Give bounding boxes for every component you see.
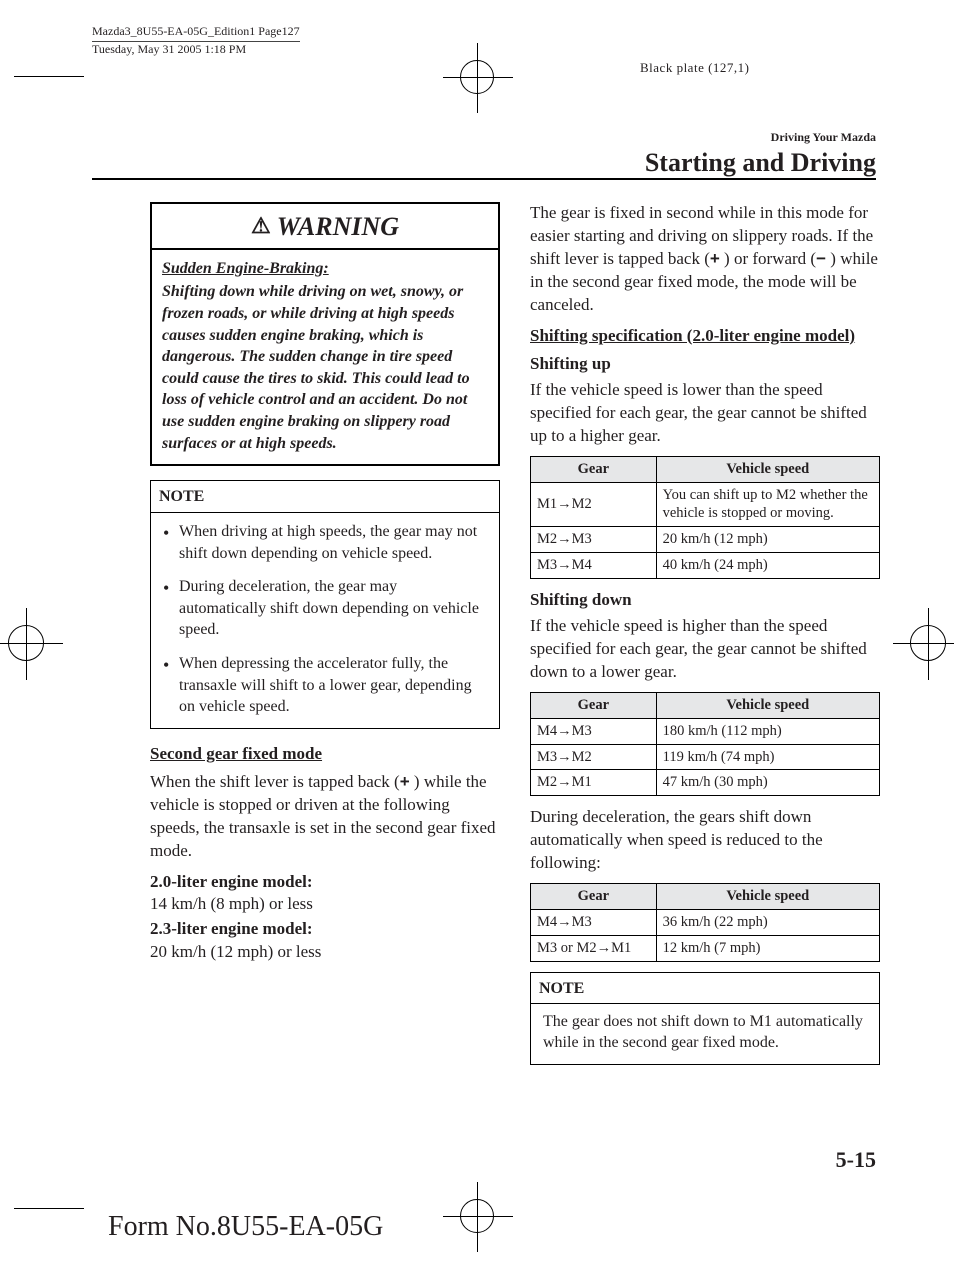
note-item: When depressing the accelerator fully, t…	[163, 653, 487, 718]
doc-date: Tuesday, May 31 2005 1:18 PM	[92, 42, 246, 56]
note-body: When driving at high speeds, the gear ma…	[151, 513, 499, 728]
decel-intro: During deceleration, the gears shift dow…	[530, 806, 880, 875]
table-header: Vehicle speed	[656, 692, 879, 718]
second-gear-heading: Second gear fixed mode	[150, 743, 500, 765]
table-header: Gear	[531, 884, 657, 910]
right-column: The gear is fixed in second while in thi…	[530, 202, 880, 1079]
table-header: Gear	[531, 456, 657, 482]
registration-mark-top	[460, 60, 494, 94]
table-row: M2→M320 km/h (12 mph)	[531, 527, 880, 553]
plus-icon: +	[710, 249, 720, 268]
table-header: Vehicle speed	[656, 456, 879, 482]
header-rule	[92, 178, 876, 180]
shift-up-heading: Shifting up	[530, 353, 880, 375]
doc-id: Mazda3_8U55-EA-05G_Edition1 Page127	[92, 24, 300, 42]
registration-mark-bottom	[460, 1199, 494, 1233]
note-item: During deceleration, the gear may automa…	[163, 576, 487, 641]
shift-down-intro: If the vehicle speed is higher than the …	[530, 615, 880, 684]
table-row: M2→M147 km/h (30 mph)	[531, 770, 880, 796]
engine-20-value: 14 km/h (8 mph) or less	[150, 893, 500, 916]
second-gear-intro: When the shift lever is tapped back (+ )…	[150, 771, 500, 863]
warning-text: Shifting down while driving on wet, snow…	[162, 283, 470, 451]
crop-mark	[14, 1208, 84, 1209]
plus-icon: +	[400, 772, 410, 791]
warning-body: Sudden Engine-Braking: Shifting down whi…	[152, 250, 498, 464]
section-name: Driving Your Mazda	[645, 130, 876, 146]
engine-23-value: 20 km/h (12 mph) or less	[150, 941, 500, 964]
registration-mark-right	[910, 625, 946, 661]
page-number: 5-15	[836, 1146, 876, 1175]
table-row: M3 or M2→M112 km/h (7 mph)	[531, 935, 880, 961]
form-number: Form No.8U55-EA-05G	[108, 1209, 383, 1245]
warning-label: WARNING	[277, 212, 399, 241]
shift-down-heading: Shifting down	[530, 589, 880, 611]
spec-heading: Shifting specification (2.0-liter engine…	[530, 325, 880, 347]
shift-up-table: GearVehicle speed M1→M2You can shift up …	[530, 456, 880, 579]
note-body: The gear does not shift down to M1 autom…	[531, 1004, 879, 1064]
table-row: M3→M440 km/h (24 mph)	[531, 553, 880, 579]
note-box-left: NOTE When driving at high speeds, the ge…	[150, 480, 500, 729]
crop-mark	[14, 76, 84, 77]
table-header: Vehicle speed	[656, 884, 879, 910]
header-meta: Mazda3_8U55-EA-05G_Edition1 Page127 Tues…	[92, 24, 300, 57]
table-row: M4→M3180 km/h (112 mph)	[531, 718, 880, 744]
table-row: M3→M2119 km/h (74 mph)	[531, 744, 880, 770]
note-title: NOTE	[151, 481, 499, 513]
warning-box: ⚠WARNING Sudden Engine-Braking: Shifting…	[150, 202, 500, 466]
warning-subtitle: Sudden Engine-Braking:	[162, 258, 488, 280]
engine-20-label: 2.0-liter engine model:	[150, 871, 500, 894]
running-head: Driving Your Mazda Starting and Driving	[645, 130, 876, 179]
minus-icon: −	[816, 249, 826, 268]
engine-23-label: 2.3-liter engine model:	[150, 918, 500, 941]
left-column: ⚠WARNING Sudden Engine-Braking: Shifting…	[150, 202, 500, 1079]
chapter-title: Starting and Driving	[645, 146, 876, 180]
warning-title: ⚠WARNING	[152, 204, 498, 250]
note-item: When driving at high speeds, the gear ma…	[163, 521, 487, 564]
registration-mark-left	[8, 625, 44, 661]
shift-up-intro: If the vehicle speed is lower than the s…	[530, 379, 880, 448]
shift-down-table: GearVehicle speed M4→M3180 km/h (112 mph…	[530, 692, 880, 796]
table-row: M4→M336 km/h (22 mph)	[531, 909, 880, 935]
note-title: NOTE	[531, 973, 879, 1005]
note-box-right: NOTE The gear does not shift down to M1 …	[530, 972, 880, 1065]
table-row: M1→M2You can shift up to M2 whether the …	[531, 482, 880, 527]
decel-table: GearVehicle speed M4→M336 km/h (22 mph) …	[530, 883, 880, 962]
warning-icon: ⚠	[251, 212, 271, 241]
table-header: Gear	[531, 692, 657, 718]
right-intro: The gear is fixed in second while in thi…	[530, 202, 880, 317]
black-plate: Black plate (127,1)	[640, 60, 750, 77]
